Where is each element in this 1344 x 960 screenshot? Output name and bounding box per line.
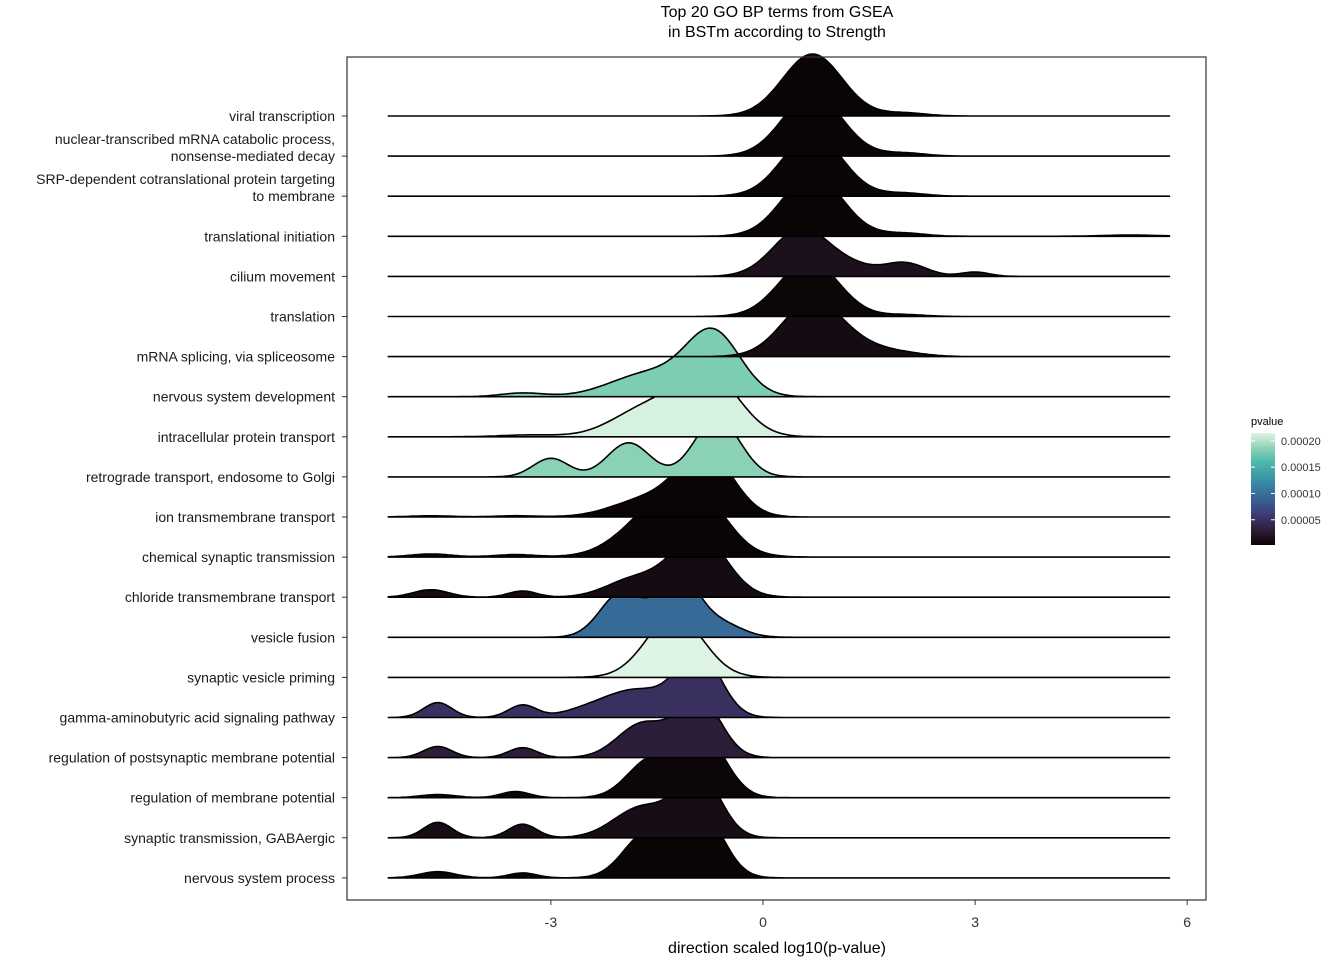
y-tick-label: nuclear-transcribed mRNA catabolic proce… xyxy=(55,131,335,164)
y-tick-label: synaptic vesicle priming xyxy=(187,669,335,685)
y-axis-ticks xyxy=(342,115,347,879)
legend-tick-label: 0.00005 xyxy=(1281,515,1321,527)
ridge-18 xyxy=(387,732,1171,799)
y-tick-label: vesicle fusion xyxy=(251,629,335,645)
x-axis: -3 0 3 6 xyxy=(545,900,1191,930)
ridge-20 xyxy=(387,812,1171,879)
x-tick-label: 6 xyxy=(1183,914,1191,930)
y-tick-label: retrograde transport, endosome to Golgi xyxy=(86,469,335,485)
legend-colorbar xyxy=(1251,433,1275,545)
ridge-6 xyxy=(387,259,1171,318)
y-tick-label: mRNA splicing, via spliceosome xyxy=(137,349,336,365)
x-tick-label: 3 xyxy=(971,914,979,930)
ridge-11 xyxy=(387,448,1171,518)
ridge-16 xyxy=(387,648,1171,719)
y-tick-label: intracellular protein transport xyxy=(158,429,336,445)
x-tick-label: -3 xyxy=(545,914,558,930)
ridge-3 xyxy=(387,133,1171,197)
ridge-4 xyxy=(387,173,1171,238)
ridge-8 xyxy=(387,327,1171,398)
ridge-19 xyxy=(387,770,1171,839)
legend: pvalue 0.00020 0.00015 0.00010 0.00005 xyxy=(1251,416,1321,545)
y-tick-label: chloride transmembrane transport xyxy=(125,589,335,605)
ridge-7 xyxy=(387,299,1171,358)
ridge-10 xyxy=(387,417,1171,478)
y-tick-label: translational initiation xyxy=(204,228,335,244)
ridge-13 xyxy=(387,532,1171,598)
chart-subtitle: in BSTm according to Strength xyxy=(668,24,886,41)
legend-tick-label: 0.00020 xyxy=(1281,436,1321,448)
y-tick-label: nervous system process xyxy=(184,870,335,886)
y-tick-label: SRP-dependent cotranslational protein ta… xyxy=(36,171,335,204)
ridge-14 xyxy=(387,571,1171,639)
x-tick-label: 0 xyxy=(759,914,767,930)
y-tick-label: synaptic transmission, GABAergic xyxy=(124,830,335,846)
ridge-9 xyxy=(387,369,1171,438)
y-tick-label: viral transcription xyxy=(229,108,335,124)
y-tick-label: chemical synaptic transmission xyxy=(142,549,335,565)
chart-title: Top 20 GO BP terms from GSEA xyxy=(661,4,894,21)
legend-title: pvalue xyxy=(1251,416,1283,428)
y-tick-label: cilium movement xyxy=(230,268,335,284)
legend-tick-label: 0.00015 xyxy=(1281,462,1321,474)
ridge-15 xyxy=(387,614,1171,679)
x-axis-label: direction scaled log10(p-value) xyxy=(668,940,886,957)
ridge-2 xyxy=(387,93,1171,157)
y-axis-labels: viral transcription nuclear-transcribed m… xyxy=(36,108,335,886)
plot-panel-border xyxy=(346,56,1207,901)
ridge-17 xyxy=(387,695,1171,759)
y-tick-label: gamma-aminobutyric acid signaling pathwa… xyxy=(60,710,335,726)
ridge-1 xyxy=(387,53,1171,117)
legend-tick-label: 0.00010 xyxy=(1281,488,1321,500)
ridge-5 xyxy=(387,226,1171,278)
y-tick-label: ion transmembrane transport xyxy=(155,509,335,525)
ridge-12 xyxy=(387,490,1171,558)
y-tick-label: regulation of postsynaptic membrane pote… xyxy=(49,750,335,766)
y-tick-label: nervous system development xyxy=(153,389,335,405)
ridges-layer xyxy=(387,53,1171,879)
y-tick-label: regulation of membrane potential xyxy=(130,790,335,806)
y-tick-label: translation xyxy=(270,309,335,325)
legend-ticks: 0.00020 0.00015 0.00010 0.00005 xyxy=(1251,436,1321,527)
